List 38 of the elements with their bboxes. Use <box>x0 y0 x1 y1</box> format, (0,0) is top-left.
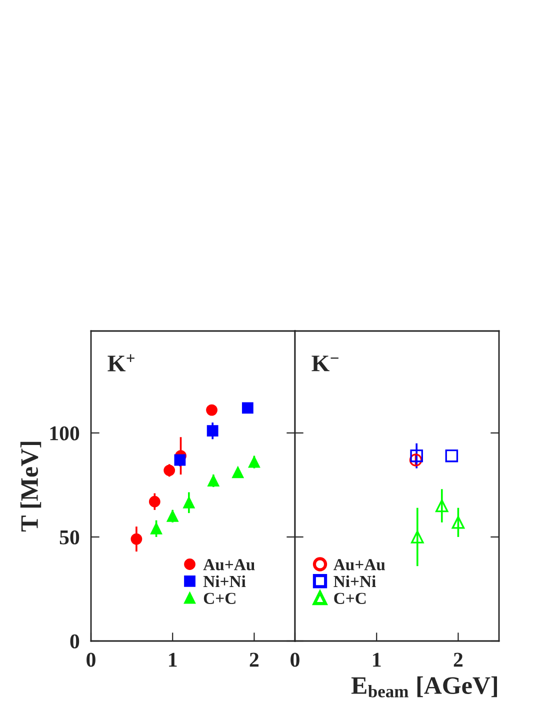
point <box>150 522 162 534</box>
x-tick-label: 1 <box>169 652 177 667</box>
point <box>130 533 142 545</box>
point <box>174 454 186 466</box>
point <box>208 475 220 486</box>
point <box>410 449 423 462</box>
point <box>445 449 458 462</box>
point <box>242 402 254 414</box>
y-tick-label: 100 <box>50 426 80 440</box>
point <box>183 496 195 508</box>
point <box>411 530 424 544</box>
point <box>164 464 176 476</box>
legend-label: Ni+Ni <box>203 575 246 587</box>
y-axis-title: T [MeV] <box>20 442 42 532</box>
point <box>435 499 448 512</box>
point <box>452 516 465 529</box>
annotation: K$^{+}$ <box>108 354 134 372</box>
x-tick-label: 1 <box>373 652 381 667</box>
legend-label: Au+Au <box>333 559 385 570</box>
point <box>206 404 218 416</box>
x-tick-label: 0 <box>290 652 300 667</box>
legend-label: C+C <box>204 592 236 604</box>
point <box>232 466 244 478</box>
point <box>248 456 260 468</box>
annotation: K$^{−}$ <box>312 356 338 372</box>
point <box>148 496 160 508</box>
legend-label: C+C <box>334 592 366 604</box>
x-tick-label: 0 <box>86 652 96 667</box>
y-tick-label: 0 <box>70 634 80 648</box>
point <box>166 510 178 522</box>
legend-label: Au+Au <box>203 559 255 570</box>
y-tick-label: 50 <box>60 530 80 544</box>
point <box>206 425 218 437</box>
legend-label: Ni+Ni <box>334 575 376 587</box>
point <box>409 454 422 466</box>
x-tick-label: 2 <box>250 652 259 667</box>
x-axis-title: E$_{beam}$ [AGeV] <box>351 676 497 698</box>
x-tick-label: 2 <box>454 652 463 667</box>
